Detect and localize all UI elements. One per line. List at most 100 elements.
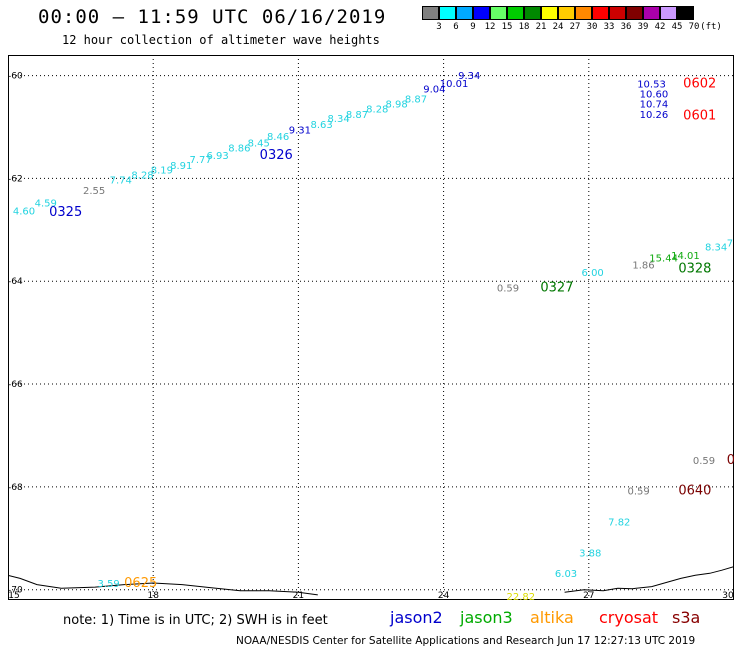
swh-label: 9.04 [423,85,445,96]
swh-label: 10.74 [640,99,669,110]
satellite-legend-cryosat: cryosat [599,608,659,627]
swh-label: 3.88 [579,548,601,559]
swh-label: 8.63 [311,120,333,131]
swh-label: 10.01 [440,79,469,90]
satellite-legend-jason3: jason3 [460,608,513,627]
swh-label: 8.19 [151,165,173,176]
legend-swatch-6 [439,6,456,20]
swh-label: 9.34 [458,71,480,82]
lat-tick--70: -70 [8,586,23,596]
map-title: 00:00 – 11:59 UTC 06/16/2019 [38,6,387,28]
lat-tick--68: -68 [8,483,23,493]
pass-id-0640: 0640 [678,484,711,499]
swh-label: 8.34 [705,242,727,253]
swh-label: 8.98 [386,99,408,110]
map-subtitle: 12 hour collection of altimeter wave hei… [62,33,380,47]
legend-swatch-9 [456,6,473,20]
legend-swatch-3 [422,6,439,20]
legend-label-24: 24 [552,22,564,32]
legend-swatch-39 [626,6,643,20]
swh-label: 4.59 [35,199,57,210]
legend-label-27: 27 [569,22,581,32]
legend-label-30: 30 [586,22,598,32]
swh-label: 15.44 [649,254,678,265]
legend-swatch-36 [609,6,626,20]
legend-swatch-33 [592,6,609,20]
swh-label: 0.59 [497,284,519,295]
legend-label-18: 18 [518,22,530,32]
legend-label-36: 36 [620,22,632,32]
legend-swatch-21 [524,6,541,20]
pass-id-0602: 0602 [683,76,716,91]
swh-label: 7.0 [727,238,734,249]
legend-unit: (ft) [700,22,722,32]
satellite-legend-s3a: s3a [672,608,701,627]
units-note: note: 1) Time is in UTC; 2) SWH is in fe… [63,613,328,628]
swh-label: 14.01 [671,251,700,262]
lat-tick--62: -62 [8,174,23,184]
pass-id-06: 06 [727,453,734,468]
swh-label: 8.28 [131,170,153,181]
credit-line: NOAA/NESDIS Center for Satellite Applica… [236,635,696,647]
pass-id-0625: 0625 [124,576,157,591]
swh-label: 9.31 [289,126,311,137]
swh-label: 1.86 [632,260,654,271]
swh-label: 10.26 [640,110,669,121]
swh-label: 7.77 [190,155,212,166]
map-footer: note: 1) Time is in UTC; 2) SWH is in fe… [0,606,740,650]
swh-label: 6.93 [206,151,228,162]
legend-label-6: 6 [453,22,459,32]
legend-label-15: 15 [501,22,513,32]
legend-label-9: 9 [470,22,476,32]
legend-label-12: 12 [484,22,496,32]
lon-tick-27: 27 [583,591,594,600]
altimeter-wave-height-map: 15 18 21 24 27 30 -60 -62 -64 -66 -68 -70 4.604.59 2.… [8,55,734,600]
swh-label: 2.55 [83,186,105,197]
coastline-east [564,566,734,593]
swh-label: 6.00 [582,268,604,279]
lat-tick--66: -66 [8,380,23,390]
swh-label: 4.60 [13,206,35,217]
pass-id-0328: 0328 [678,261,711,276]
swh-label: 8.28 [366,105,388,116]
swh-label: 0.59 [693,456,715,467]
swh-label: 7.74 [110,176,132,187]
swh-label: 8.87 [346,110,368,121]
legend-swatch-30 [575,6,592,20]
legend-swatch-45 [660,6,677,20]
legend-label-70: 70 [688,22,700,32]
lat-tick--60: -60 [8,72,23,82]
swh-label: 8.87 [405,94,427,105]
lon-tick-18: 18 [147,591,159,600]
pass-id-0325: 0325 [49,205,82,220]
lon-tick-30: 30 [722,591,734,600]
swh-label: 8.34 [327,114,349,125]
lat-tick--64: -64 [8,277,23,287]
coastline-west [8,574,318,596]
lon-tick-24: 24 [438,591,450,600]
legend-swatch-18 [507,6,524,20]
swh-label: 8.86 [228,144,250,155]
swh-label: 0.59 [628,487,650,498]
lon-tick-21: 21 [293,591,304,600]
legend-swatch-15 [490,6,507,20]
legend-label-39: 39 [637,22,649,32]
swh-label: 7.82 [608,517,630,528]
lon-tick-15: 15 [8,591,19,600]
legend-swatch-42 [643,6,660,20]
legend-swatch-12 [473,6,490,20]
swh-label: 8.46 [267,132,289,143]
legend-label-21: 21 [535,22,547,32]
pass-id-0601: 0601 [683,108,716,123]
satellite-legend-jason2: jason2 [390,608,443,627]
legend-swatch-27 [558,6,575,20]
legend-label-33: 33 [603,22,615,32]
swh-label: 8.91 [170,161,192,172]
legend-swatch-24 [541,6,558,20]
swh-label: 6.03 [555,569,577,580]
swh-label: 3.59 [98,579,120,590]
swh-label: 10.60 [640,90,669,101]
pass-id-0326: 0326 [260,148,293,163]
pass-id-0327: 0327 [540,281,573,296]
swh-label: 10.53 [637,79,666,90]
